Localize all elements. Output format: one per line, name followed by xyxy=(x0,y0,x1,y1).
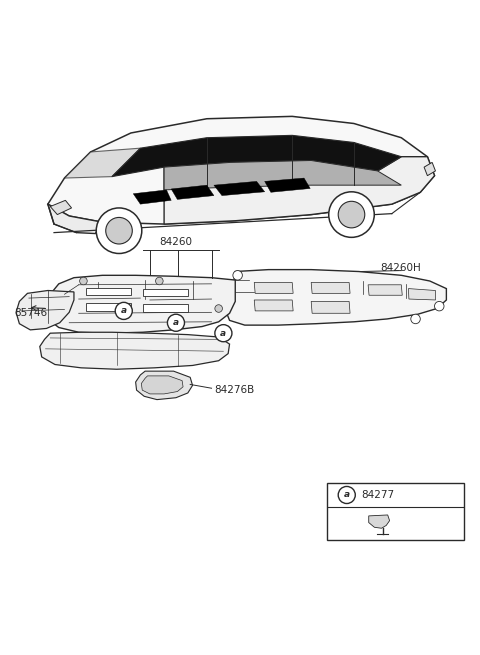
FancyBboxPatch shape xyxy=(143,305,188,312)
Polygon shape xyxy=(311,301,350,313)
Polygon shape xyxy=(112,136,401,177)
Polygon shape xyxy=(369,515,390,528)
Text: 84260: 84260 xyxy=(159,237,192,247)
Polygon shape xyxy=(48,117,434,224)
Polygon shape xyxy=(136,371,192,400)
Text: a: a xyxy=(173,318,179,328)
Polygon shape xyxy=(264,178,310,193)
Circle shape xyxy=(168,314,184,331)
Text: a: a xyxy=(344,491,350,500)
Polygon shape xyxy=(368,285,402,295)
Circle shape xyxy=(215,305,222,312)
Polygon shape xyxy=(64,148,140,178)
Polygon shape xyxy=(40,332,229,369)
Circle shape xyxy=(156,277,163,285)
FancyBboxPatch shape xyxy=(86,303,131,311)
Text: a: a xyxy=(220,329,227,338)
Circle shape xyxy=(106,217,132,244)
Circle shape xyxy=(233,271,242,280)
Polygon shape xyxy=(48,204,102,234)
Circle shape xyxy=(338,201,365,228)
Circle shape xyxy=(115,303,132,320)
Circle shape xyxy=(411,314,420,324)
Text: 84276B: 84276B xyxy=(214,385,254,395)
Polygon shape xyxy=(164,160,401,190)
FancyBboxPatch shape xyxy=(143,289,188,296)
Polygon shape xyxy=(133,190,171,204)
Polygon shape xyxy=(408,289,435,300)
FancyBboxPatch shape xyxy=(86,288,131,295)
Polygon shape xyxy=(16,291,74,330)
Polygon shape xyxy=(424,162,435,176)
Polygon shape xyxy=(47,275,235,333)
Text: a: a xyxy=(120,307,127,316)
Text: 85746: 85746 xyxy=(14,309,48,318)
Polygon shape xyxy=(254,300,293,311)
Polygon shape xyxy=(141,376,183,394)
FancyBboxPatch shape xyxy=(327,483,464,540)
Circle shape xyxy=(338,487,355,504)
Circle shape xyxy=(215,325,232,342)
Polygon shape xyxy=(226,270,446,325)
Polygon shape xyxy=(311,282,350,293)
Circle shape xyxy=(80,277,87,285)
Text: 84260H: 84260H xyxy=(380,263,420,273)
Text: 84277: 84277 xyxy=(361,490,394,500)
Circle shape xyxy=(96,208,142,253)
Polygon shape xyxy=(214,181,264,196)
Circle shape xyxy=(329,192,374,237)
Polygon shape xyxy=(164,157,434,224)
Circle shape xyxy=(434,301,444,311)
Polygon shape xyxy=(254,282,293,293)
Polygon shape xyxy=(171,185,214,199)
Polygon shape xyxy=(50,200,72,215)
